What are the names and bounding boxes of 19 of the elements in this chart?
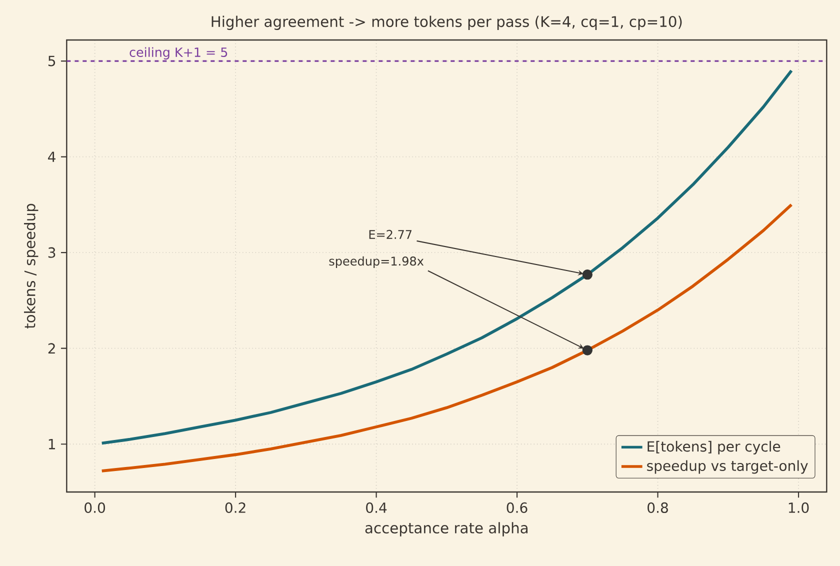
y-tick-label: 3 bbox=[48, 247, 56, 258]
ref-line-label: ceiling K+1 = 5 bbox=[130, 47, 228, 60]
x-tick-label: 0.2 bbox=[225, 502, 246, 513]
y-tick-label: 4 bbox=[48, 152, 56, 162]
y-axis-title: tokens / speedup bbox=[24, 204, 38, 329]
chart-title: Higher agreement -> more tokens per pass (K=4, cq=1, cp=10) bbox=[212, 16, 682, 30]
legend-label: speedup vs target-only bbox=[647, 460, 808, 474]
x-tick-label: 0.6 bbox=[506, 502, 528, 513]
annotation: E=2.77 bbox=[369, 230, 412, 239]
x-axis-title: acceptance rate alpha bbox=[365, 522, 528, 536]
x-tick-label: 1.0 bbox=[788, 502, 809, 513]
x-tick-label: 0.8 bbox=[648, 502, 668, 513]
y-tick-label: 5 bbox=[48, 56, 56, 66]
legend-label: E[tokens] per cycle bbox=[648, 440, 780, 454]
x-tick-label: 0.0 bbox=[84, 502, 106, 513]
y-tick-label: 1 bbox=[48, 439, 55, 450]
x-tick-label: 0.4 bbox=[366, 502, 387, 513]
annotation: speedup=1.98x bbox=[329, 256, 424, 268]
y-tick-label: 2 bbox=[48, 343, 55, 354]
